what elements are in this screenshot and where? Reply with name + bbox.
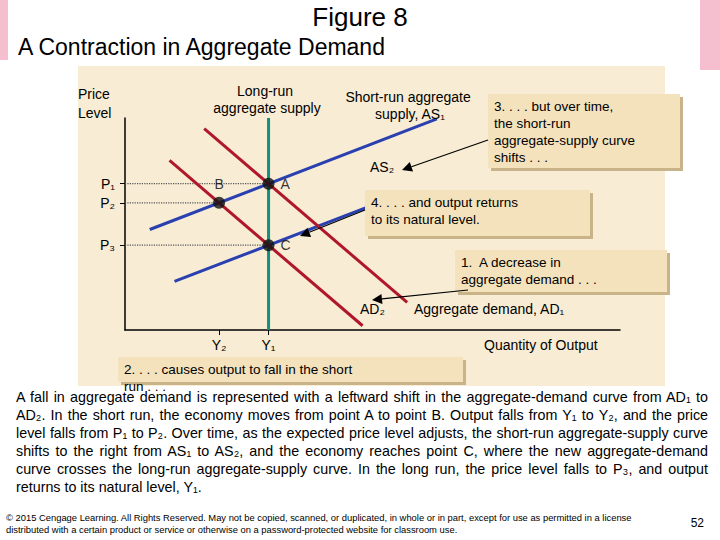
svg-text:P₃: P₃ bbox=[100, 237, 115, 253]
svg-text:aggregate-supply curve: aggregate-supply curve bbox=[494, 133, 639, 148]
svg-text:Short-run aggregate: Short-run aggregate bbox=[345, 89, 474, 105]
svg-text:Price: Price bbox=[78, 86, 114, 102]
svg-text:3. . . . but over time,: 3. . . . but over time, bbox=[494, 99, 617, 114]
svg-text:1. A decrease in: 1. A decrease in bbox=[461, 255, 568, 270]
svg-text:Long-run: Long-run bbox=[237, 83, 297, 99]
svg-text:run . . .: run . . . bbox=[124, 379, 166, 394]
svg-text:P₁: P₁ bbox=[101, 176, 115, 192]
svg-text:shifts . . .: shifts . . . bbox=[494, 150, 548, 165]
svg-text:supply, AS₁: supply, AS₁ bbox=[375, 106, 445, 122]
svg-text:Aggregate demand, AD₁: Aggregate demand, AD₁ bbox=[414, 301, 565, 317]
svg-text:2. . . . causes output to fall: 2. . . . causes output to fall in the sh… bbox=[124, 362, 356, 377]
svg-text:4. . . . and output returns: 4. . . . and output returns bbox=[371, 195, 522, 210]
svg-text:to its natural level.: to its natural level. bbox=[371, 212, 480, 227]
svg-text:P₂: P₂ bbox=[100, 195, 115, 211]
svg-text:A: A bbox=[281, 176, 291, 192]
svg-text:Level: Level bbox=[78, 105, 111, 121]
svg-text:B: B bbox=[214, 176, 223, 192]
svg-text:aggregate demand . . .: aggregate demand . . . bbox=[461, 272, 597, 287]
svg-text:aggregate supply: aggregate supply bbox=[213, 100, 320, 116]
svg-text:C: C bbox=[281, 237, 291, 253]
svg-text:AD₂: AD₂ bbox=[360, 301, 385, 317]
svg-text:Y₂: Y₂ bbox=[212, 337, 227, 353]
svg-text:the short-run: the short-run bbox=[494, 116, 574, 131]
svg-text:Y₁: Y₁ bbox=[262, 337, 276, 353]
svg-text:Quantity of Output: Quantity of Output bbox=[484, 337, 598, 353]
svg-text:AS₂: AS₂ bbox=[370, 159, 394, 175]
